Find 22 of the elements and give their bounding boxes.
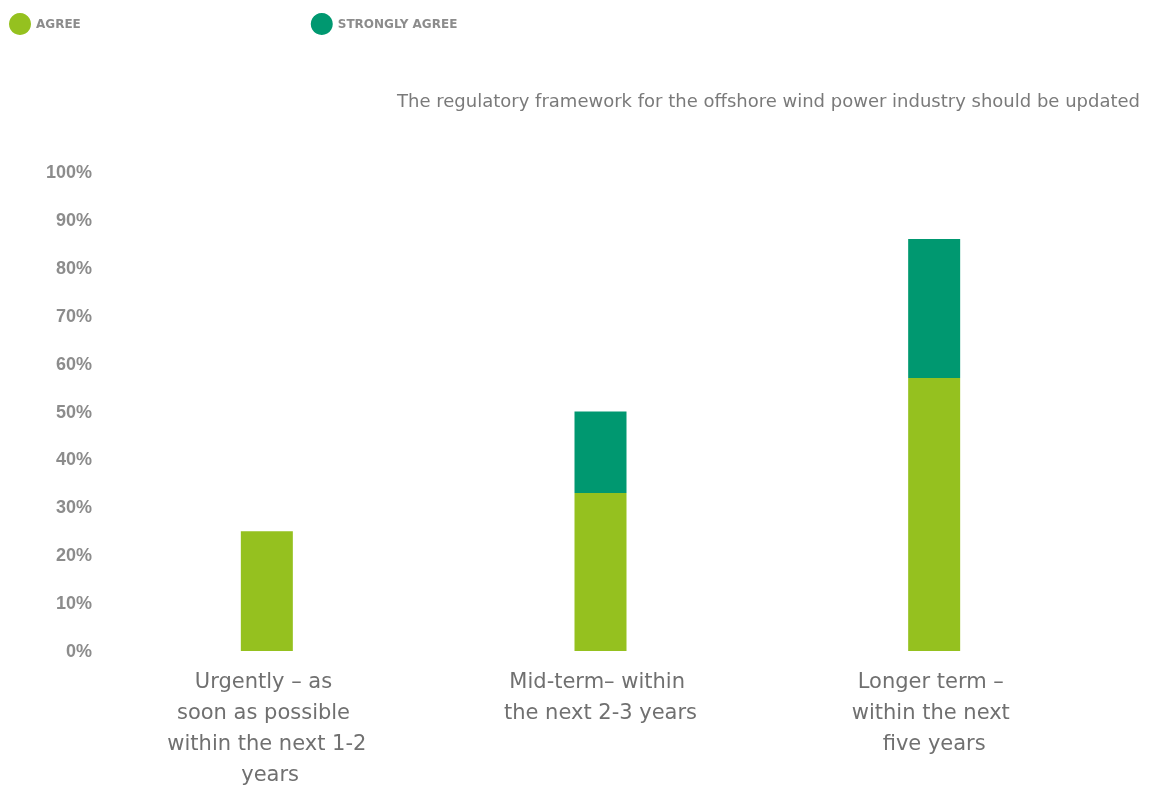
bar — [908, 377, 961, 651]
y-tick-label: 80% — [55, 257, 92, 278]
y-tick-label: 20% — [55, 545, 92, 566]
legend-label: STRONGLY AGREE — [337, 17, 458, 31]
y-tick-label: 100% — [45, 162, 92, 182]
bar — [908, 239, 961, 378]
chart-title: The regulatory framework for the offshore wind power industry should be updated — [396, 89, 1140, 111]
y-tick-label: 10% — [55, 593, 92, 614]
y-tick-label: 90% — [55, 209, 92, 230]
y-tick-label: 40% — [55, 449, 92, 470]
bar — [240, 531, 293, 651]
y-tick-label: 30% — [55, 497, 92, 518]
y-tick-label: 0% — [65, 641, 92, 661]
bar — [574, 492, 627, 651]
bar — [574, 411, 627, 493]
y-tick-label: 70% — [55, 305, 92, 326]
x-tick-label: Urgently – as soon as possible within the next 1-2 years — [167, 668, 367, 786]
x-tick-label: Mid-term– within the next 2-3 years — [503, 668, 698, 724]
x-tick-label: Longer term – within the next five years — [851, 668, 1017, 755]
y-tick-label: 60% — [55, 353, 92, 374]
y-tick-label: 50% — [55, 401, 92, 422]
legend-label: AGREE — [36, 17, 81, 31]
